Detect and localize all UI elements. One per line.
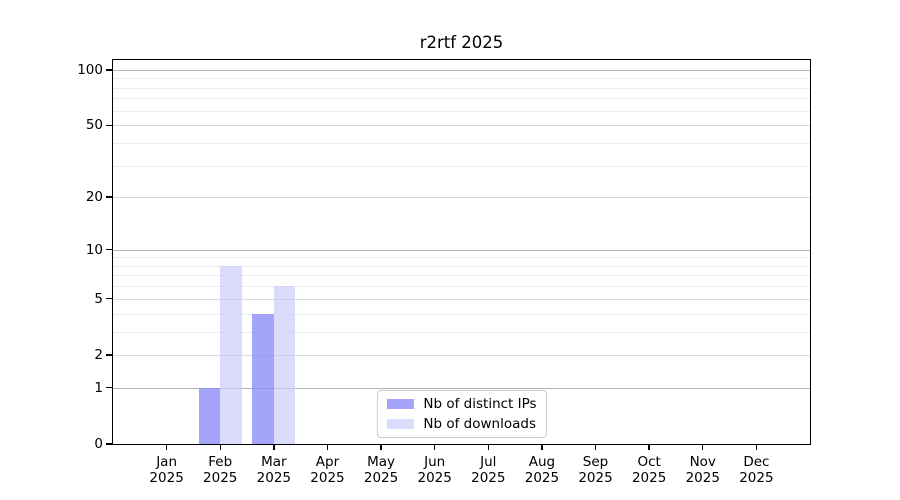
x-tick-mark: [380, 445, 382, 450]
y-tick-mark: [106, 387, 112, 389]
y-tick-label: 20: [85, 189, 103, 206]
y-tick-mark: [106, 124, 112, 126]
y-tick-label: 100: [77, 61, 103, 78]
legend-item-distinct-ips: Nb of distinct IPs: [386, 395, 537, 413]
x-tick-year: 2025: [578, 470, 613, 486]
grid-line-minor: [113, 331, 810, 333]
y-tick-mark: [106, 443, 112, 445]
x-tick-year: 2025: [149, 470, 184, 486]
x-tick-month: Jan: [156, 454, 178, 470]
x-tick-mark: [702, 445, 704, 450]
x-tick-year: 2025: [471, 470, 506, 486]
x-tick-label: Dec 2025: [726, 454, 786, 486]
x-tick-month: Oct: [637, 454, 661, 470]
x-tick-label: Apr 2025: [297, 454, 357, 486]
x-tick-year: 2025: [685, 470, 720, 486]
grid-line-minor: [113, 275, 810, 277]
x-tick-label: Aug 2025: [512, 454, 572, 486]
bar-distinct-ips: [252, 313, 274, 444]
x-tick-month: Jul: [480, 454, 497, 470]
x-tick-month: Nov: [689, 454, 716, 470]
x-tick-year: 2025: [203, 470, 238, 486]
y-tick-mark: [106, 298, 112, 300]
grid-line-minor: [113, 257, 810, 259]
x-tick-label: Jun 2025: [405, 454, 465, 486]
y-tick-mark: [106, 196, 112, 198]
plot-area: Nb of distinct IPs Nb of downloads 0 1 2 5 1…: [77, 59, 811, 486]
legend: Nb of distinct IPs Nb of downloads: [376, 390, 547, 438]
x-tick-month: Feb: [208, 454, 233, 470]
grid-line-minor: [113, 78, 810, 80]
y-tick-mark: [106, 354, 112, 356]
bar-distinct-ips: [198, 387, 221, 444]
y-tick-label: 5: [94, 290, 103, 307]
chart-title: r2rtf 2025: [419, 33, 504, 52]
y-tick-mark: [106, 69, 112, 71]
legend-item-downloads: Nb of downloads: [386, 415, 536, 433]
x-tick-label: Feb 2025: [190, 454, 250, 486]
x-tick-month: Dec: [743, 454, 770, 470]
grid-line-minor: [113, 265, 810, 267]
x-tick-label: Mar 2025: [244, 454, 304, 486]
x-tick-year: 2025: [363, 470, 399, 486]
y-tick-label: 50: [85, 117, 103, 134]
x-tick-mark: [487, 445, 489, 450]
x-tick-mark: [755, 445, 758, 450]
y-tick-label: 0: [94, 436, 103, 452]
x-tick-month: Apr: [315, 454, 340, 470]
grid-line-minor: [113, 98, 810, 100]
x-tick-month: May: [367, 454, 396, 470]
grid-line-minor: [113, 165, 810, 167]
grid-line-major: [113, 249, 810, 251]
x-tick-year: 2025: [524, 470, 560, 486]
x-tick-mark: [165, 445, 168, 450]
grid-line: [113, 354, 810, 356]
x-tick-mark: [433, 445, 436, 450]
legend-swatch-downloads: [386, 419, 414, 429]
grid-line: [113, 197, 810, 199]
y-tick-label: 10: [85, 241, 103, 258]
x-tick-year: 2025: [631, 470, 667, 486]
x-tick-mark: [648, 445, 650, 450]
x-tick-label: Nov 2025: [673, 454, 733, 486]
legend-label-downloads: Nb of downloads: [423, 416, 536, 432]
x-tick-year: 2025: [256, 470, 292, 486]
x-tick-mark: [594, 445, 597, 450]
x-tick-year: 2025: [739, 470, 774, 486]
grid-line-minor: [113, 142, 810, 144]
bar-downloads: [273, 286, 296, 444]
grid-line-minor: [113, 313, 810, 315]
x-tick-mark: [326, 445, 329, 450]
grid-line: [113, 298, 810, 300]
grid-line-major: [113, 69, 810, 71]
x-tick-label: May 2025: [351, 454, 411, 486]
legend-swatch-distinct-ips: [386, 399, 414, 409]
x-tick-label: Sep 2025: [566, 454, 626, 486]
x-tick-mark: [541, 445, 543, 450]
y-tick-label: 1: [94, 379, 103, 396]
x-tick-mark: [219, 445, 221, 450]
grid-line: [113, 125, 810, 127]
x-tick-label: Oct 2025: [619, 454, 679, 486]
legend-label-distinct-ips: Nb of distinct IPs: [423, 396, 537, 412]
x-tick-month: Mar: [261, 454, 287, 470]
grid-line-minor: [113, 110, 810, 112]
x-tick-month: Jun: [424, 454, 446, 470]
x-tick-year: 2025: [417, 470, 452, 486]
bar-downloads: [220, 265, 242, 444]
x-tick-label: Jul 2025: [458, 454, 518, 486]
x-tick-year: 2025: [310, 470, 345, 486]
y-tick-label: 2: [94, 346, 103, 363]
x-tick-label: Jan 2025: [137, 454, 197, 486]
grid-line-major: [113, 387, 810, 389]
grid-line-minor: [113, 87, 810, 89]
x-tick-month: Aug: [528, 454, 556, 470]
x-tick-month: Sep: [582, 454, 609, 470]
y-tick-mark: [106, 248, 112, 251]
grid-line-minor: [113, 286, 810, 288]
x-tick-mark: [273, 445, 275, 450]
